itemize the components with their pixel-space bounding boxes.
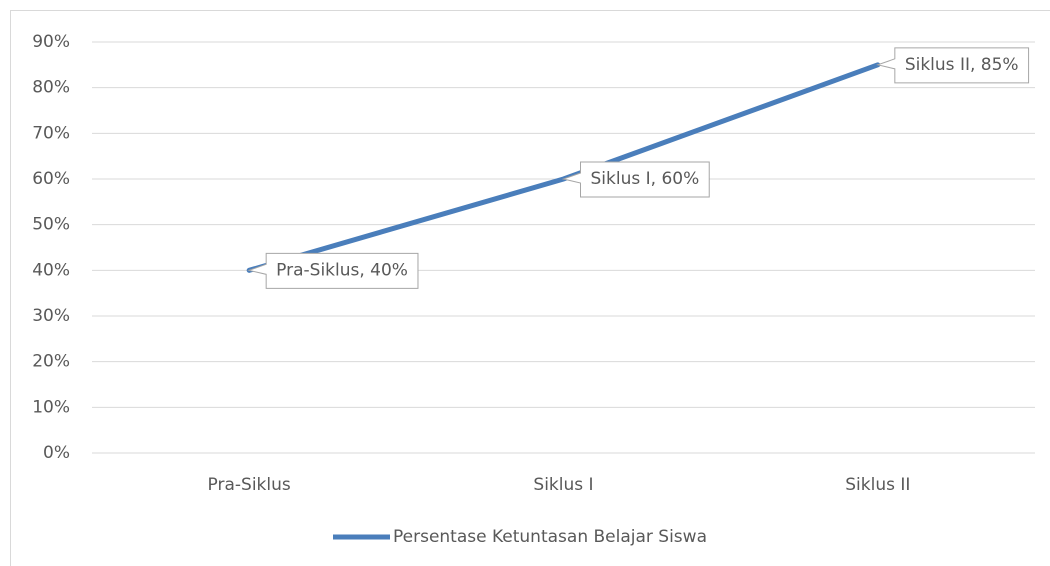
y-tick-label: 60% [32, 169, 70, 189]
y-tick-label: 20% [32, 352, 70, 372]
x-tick-label: Pra-Siklus [208, 475, 291, 495]
y-tick-label: 0% [43, 443, 70, 463]
legend-label: Persentase Ketuntasan Belajar Siswa [393, 527, 707, 547]
callout-box [876, 47, 1030, 84]
callout-box [247, 252, 419, 289]
y-tick-label: 50% [32, 215, 70, 235]
y-tick-label: 70% [32, 123, 70, 143]
y-tick-label: 90% [32, 32, 70, 52]
data-label: Siklus I, 60% [561, 161, 710, 198]
data-label: Pra-Siklus, 40% [247, 252, 419, 289]
y-tick-label: 10% [32, 397, 70, 417]
x-tick-label: Siklus II [845, 475, 910, 495]
data-label: Siklus II, 85% [876, 47, 1030, 84]
y-tick-label: 30% [32, 306, 70, 326]
y-tick-label: 80% [32, 78, 70, 98]
data-label-text: Siklus II, 85% [905, 55, 1019, 75]
callout-box [561, 161, 710, 198]
chart-border [10, 10, 1050, 566]
data-label-text: Pra-Siklus, 40% [276, 260, 408, 280]
data-label-text: Siklus I, 60% [591, 169, 700, 189]
x-tick-label: Siklus I [533, 475, 593, 495]
y-tick-label: 40% [32, 260, 70, 280]
